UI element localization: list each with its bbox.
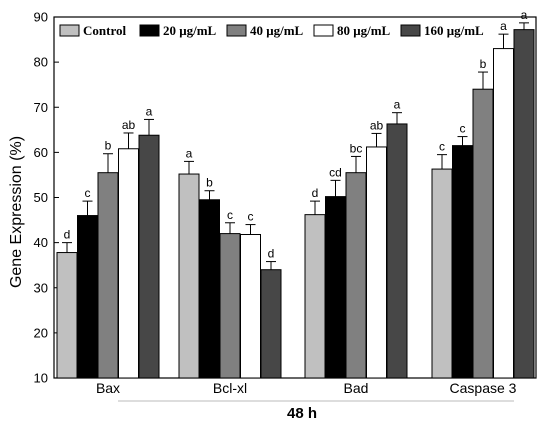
bar (178, 173, 200, 379)
bar (77, 215, 98, 379)
bar (304, 214, 326, 379)
significance-label: c (248, 210, 254, 224)
bar (366, 146, 387, 379)
y-tick-label: 20 (34, 325, 48, 340)
bar (199, 199, 220, 379)
bar (345, 172, 367, 379)
y-tick-label: 50 (34, 190, 48, 205)
legend-swatch (313, 24, 334, 37)
significance-label: b (480, 57, 487, 71)
y-tick-label: 30 (34, 280, 48, 295)
bar (260, 269, 282, 379)
bar (513, 29, 535, 379)
bar (472, 88, 494, 379)
y-tick-label: 90 (34, 10, 48, 25)
bar (219, 233, 241, 379)
legend-swatch (226, 24, 247, 37)
bar (431, 168, 453, 379)
axes: 10 20 30 40 50 60 70 80 90 Bax Bcl-xl Bad Caspase 3 (34, 10, 537, 402)
significance-label: d (312, 186, 319, 200)
legend-swatch (400, 24, 421, 37)
legend-label: 80 μg/mL (337, 23, 391, 38)
significance-label: b (105, 139, 112, 153)
significance-label: bc (350, 141, 363, 155)
y-tick-label: 40 (34, 235, 48, 250)
x-tick-label: Bcl-xl (213, 380, 247, 396)
bar (138, 134, 160, 379)
bar (386, 123, 408, 379)
legend-label: Control (83, 23, 126, 38)
x-tick-label: Bad (344, 380, 369, 396)
significance-label: a (394, 98, 401, 112)
significance-label: a (521, 8, 528, 22)
significance-label: c (460, 122, 466, 136)
significance-label: a (186, 146, 193, 160)
significance-label: d (268, 247, 275, 261)
bar (56, 252, 78, 379)
significance-label: ab (370, 118, 384, 132)
significance-label: ab (122, 118, 136, 132)
significance-label: cd (329, 165, 342, 179)
y-axis-label: Gene Expression (%) (8, 136, 25, 288)
significance-label: a (146, 104, 153, 118)
x-tick-label: Bax (96, 380, 120, 396)
significance-label: c (227, 208, 233, 222)
y-tick-label: 60 (34, 145, 48, 160)
y-tick-label: 70 (34, 100, 48, 115)
bar (240, 234, 261, 379)
significance-label: d (64, 228, 71, 242)
bar (493, 48, 514, 379)
bar (97, 172, 119, 379)
legend-swatch (59, 24, 80, 37)
significance-label: a (500, 19, 507, 33)
legend-label: 160 μg/mL (424, 23, 484, 38)
x-axis-label: 48 h (287, 405, 317, 422)
y-tick-label: 10 (34, 371, 48, 386)
legend: Control 20 μg/mL 40 μg/mL 80 μg/mL 160 μg/mL (59, 23, 484, 38)
bar (118, 148, 139, 379)
legend-swatch (139, 24, 160, 37)
legend-label: 40 μg/mL (250, 23, 304, 38)
legend-label: 20 μg/mL (163, 23, 217, 38)
significance-label: b (206, 176, 213, 190)
bar (325, 196, 346, 379)
y-tick-label: 80 (34, 55, 48, 70)
significance-label: c (439, 140, 445, 154)
x-tick-label: Caspase 3 (450, 380, 517, 396)
significance-label: c (85, 186, 91, 200)
bar (452, 145, 473, 379)
